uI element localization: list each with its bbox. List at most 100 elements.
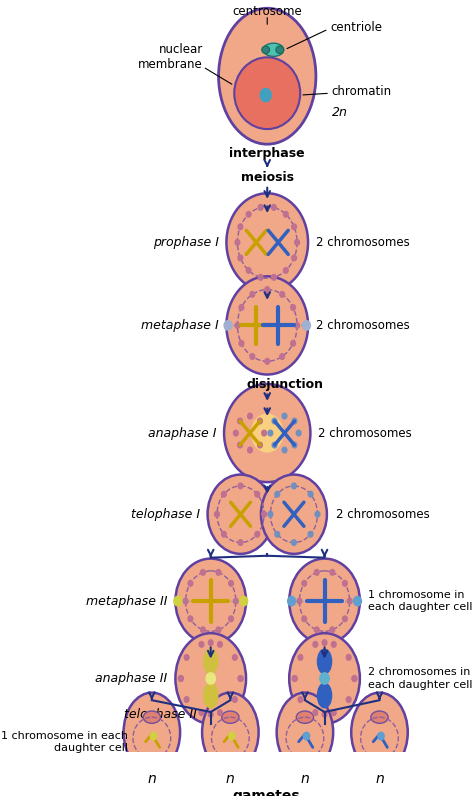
Ellipse shape [268,511,273,517]
Ellipse shape [250,353,255,359]
Ellipse shape [188,616,193,622]
Ellipse shape [260,88,271,102]
Ellipse shape [291,341,295,346]
Ellipse shape [331,642,336,647]
Ellipse shape [292,540,296,545]
Ellipse shape [228,580,233,586]
Ellipse shape [247,413,252,419]
Ellipse shape [289,633,360,724]
Text: metaphase II: metaphase II [86,595,167,607]
Ellipse shape [175,559,246,643]
Ellipse shape [179,676,183,681]
Text: 1 chromosome in
each daughter cell: 1 chromosome in each daughter cell [368,590,472,612]
Ellipse shape [351,693,408,772]
Ellipse shape [246,212,251,217]
Ellipse shape [238,483,243,489]
Ellipse shape [232,696,237,702]
Ellipse shape [298,654,303,660]
Ellipse shape [275,491,280,497]
Ellipse shape [314,569,319,576]
Ellipse shape [265,287,270,292]
Ellipse shape [346,654,351,660]
Ellipse shape [277,693,333,772]
Ellipse shape [239,305,244,310]
Ellipse shape [265,358,270,364]
Ellipse shape [238,255,243,261]
Ellipse shape [268,430,273,436]
Ellipse shape [184,696,189,702]
Text: disjunction: disjunction [246,378,323,392]
Ellipse shape [272,418,277,423]
Ellipse shape [352,676,357,681]
Ellipse shape [222,711,239,724]
Ellipse shape [258,275,263,280]
Ellipse shape [283,212,288,217]
Text: prophase I: prophase I [153,236,219,249]
Ellipse shape [289,559,360,643]
Ellipse shape [228,616,233,622]
Text: 2 chromosomes: 2 chromosomes [318,427,412,439]
Text: 2n: 2n [332,106,347,119]
Ellipse shape [238,224,243,229]
Ellipse shape [264,43,284,57]
Ellipse shape [283,267,288,273]
Ellipse shape [262,46,270,53]
Ellipse shape [206,673,215,684]
Text: n: n [147,772,156,786]
Ellipse shape [209,712,213,717]
Ellipse shape [215,511,219,517]
Ellipse shape [292,255,296,261]
Ellipse shape [234,599,238,604]
Ellipse shape [280,353,284,359]
Ellipse shape [247,447,252,453]
Text: telophase II: telophase II [124,708,197,721]
Ellipse shape [295,240,300,245]
Text: anaphase I: anaphase I [148,427,216,439]
Ellipse shape [296,430,301,436]
Ellipse shape [209,640,213,646]
Ellipse shape [378,732,384,739]
Ellipse shape [227,276,308,374]
Ellipse shape [252,414,283,452]
Ellipse shape [292,443,297,448]
Ellipse shape [235,322,240,328]
Ellipse shape [255,491,260,497]
Text: 2 chromosomes: 2 chromosomes [316,236,410,249]
Ellipse shape [296,711,314,724]
Ellipse shape [199,642,204,647]
Ellipse shape [330,569,335,576]
Ellipse shape [276,46,284,53]
Text: centrosome: centrosome [232,6,302,18]
Ellipse shape [221,491,226,497]
Ellipse shape [201,627,205,633]
Ellipse shape [199,710,204,716]
Text: 2 chromosomes: 2 chromosomes [316,319,410,332]
Ellipse shape [302,580,307,586]
Ellipse shape [295,322,300,328]
Ellipse shape [201,569,205,576]
Ellipse shape [302,616,307,622]
Text: gametes: gametes [233,790,301,796]
Text: anaphase II: anaphase II [95,672,167,685]
Ellipse shape [257,443,262,448]
Ellipse shape [315,511,320,517]
Ellipse shape [234,57,300,129]
Ellipse shape [308,532,313,537]
Ellipse shape [292,676,297,681]
Ellipse shape [262,511,266,517]
Ellipse shape [224,321,232,330]
Text: metaphase I: metaphase I [141,319,219,332]
Ellipse shape [320,673,329,684]
Ellipse shape [124,693,180,772]
Ellipse shape [322,640,327,646]
Ellipse shape [238,540,243,545]
Text: 1 chromosome in each
daughter cell: 1 chromosome in each daughter cell [1,731,128,753]
Ellipse shape [343,580,347,586]
Ellipse shape [229,732,235,739]
Text: n: n [375,772,384,786]
Ellipse shape [354,596,362,606]
Ellipse shape [262,430,266,436]
Ellipse shape [302,321,310,330]
Ellipse shape [188,580,193,586]
Ellipse shape [216,569,221,576]
